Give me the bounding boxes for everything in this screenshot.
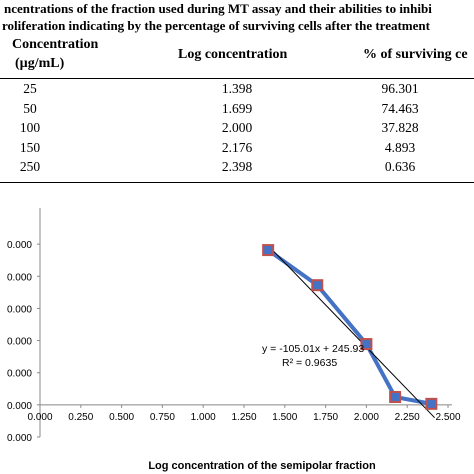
- caption-line-1: ncentrations of the fraction used during…: [4, 1, 432, 16]
- table-cell: 100: [19, 120, 41, 135]
- table-cell: 25: [23, 81, 37, 96]
- header-surviving-cells: % of surviving ce: [363, 47, 468, 62]
- trendline-equation: y = -105.01x + 245.93: [262, 343, 364, 355]
- x-tick-label: 1.000: [191, 412, 216, 423]
- table-cell: 4.893: [384, 139, 416, 155]
- x-tick-label: 0.250: [68, 412, 93, 423]
- bottom-rule: [0, 182, 474, 183]
- table-cell: 250: [19, 159, 41, 174]
- header-log-concentration: Log concentration: [178, 47, 288, 62]
- x-tick-label: 2.000: [354, 412, 379, 423]
- y-tick-label: 0.000: [7, 304, 32, 315]
- table-cell: 1.398: [221, 81, 253, 96]
- table-cell: 37.828: [381, 120, 419, 135]
- y-tick-label: 0.000: [7, 240, 32, 251]
- data-point: [360, 338, 373, 351]
- y-tick-label: 0.000: [7, 401, 32, 412]
- x-tick-label: 1.500: [272, 412, 297, 423]
- table-cell: 74.463: [381, 100, 419, 116]
- x-tick-label: 0.500: [109, 412, 134, 423]
- data-point: [389, 390, 402, 403]
- data-table: Concentration (µg/mL) Log concentration …: [0, 34, 474, 184]
- x-axis-title: Log concentration of the semipolar fract…: [148, 460, 376, 472]
- table-cell: 0.636: [384, 159, 416, 174]
- header-concentration-unit: (µg/mL): [15, 56, 65, 71]
- x-tick-label: 0.000: [27, 412, 52, 423]
- trendline: [267, 245, 435, 419]
- y-tick-label: 0.000: [7, 337, 32, 348]
- table-cell: 96.301: [381, 81, 419, 96]
- x-tick-label: 1.750: [313, 412, 338, 423]
- table-cell: 150: [19, 139, 41, 155]
- y-tick-label: 0.000: [7, 369, 32, 380]
- table-cell: 1.699: [221, 100, 253, 116]
- series-line: [266, 248, 432, 406]
- y-tick-label: 0.000: [7, 433, 32, 444]
- table-cell: 2.000: [221, 120, 253, 135]
- x-tick-label: 2.250: [395, 412, 420, 423]
- y-tick-label: 0.000: [7, 272, 32, 283]
- trendline-r-squared: R² = 0.9635: [282, 357, 337, 369]
- table-cell: 2.398: [221, 159, 253, 174]
- data-point: [311, 279, 324, 292]
- x-tick-label: 0.750: [150, 412, 175, 423]
- data-point: [262, 244, 275, 257]
- table-cell: 2.176: [221, 139, 253, 155]
- table-caption: ncentrations of the fraction used during…: [0, 0, 474, 34]
- data-point: [425, 397, 438, 410]
- x-tick-label: 1.250: [231, 412, 256, 423]
- table-cell: 50: [23, 100, 37, 116]
- x-tick-label: 2.500: [435, 412, 460, 423]
- header-concentration: Concentration: [12, 37, 99, 52]
- caption-line-2: roliferation indicating by the percentag…: [2, 18, 430, 33]
- header-rule: [0, 78, 474, 79]
